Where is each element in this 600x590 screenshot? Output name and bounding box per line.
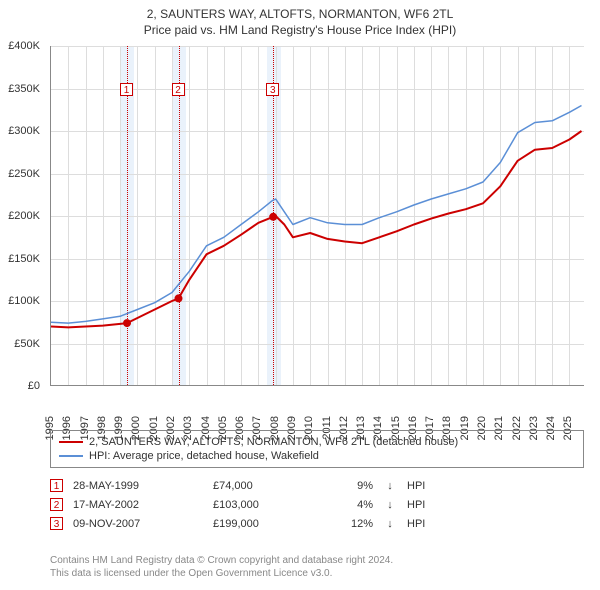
- y-tick-label: £0: [28, 380, 40, 392]
- y-tick-label: £250K: [8, 168, 40, 180]
- transaction-price: £74,000: [213, 480, 313, 492]
- transaction-suffix: HPI: [407, 499, 425, 511]
- series-marker-property: [175, 294, 183, 302]
- event-marker-box: 2: [172, 83, 185, 96]
- x-axis-labels: 1995199619971998199920002001200220032004…: [50, 388, 584, 416]
- down-arrow-icon: ↓: [383, 518, 397, 530]
- transaction-row: 2 17-MAY-2002 £103,000 4% ↓ HPI: [50, 495, 584, 514]
- down-arrow-icon: ↓: [383, 480, 397, 492]
- transaction-price: £199,000: [213, 518, 313, 530]
- transaction-suffix: HPI: [407, 480, 425, 492]
- plot-region: 1 2 3: [50, 46, 584, 386]
- transaction-index-box: 3: [50, 517, 63, 530]
- event-marker-box: 1: [120, 83, 133, 96]
- transaction-price: £103,000: [213, 499, 313, 511]
- title-block: 2, SAUNTERS WAY, ALTOFTS, NORMANTON, WF6…: [0, 0, 600, 38]
- transaction-pct: 9%: [323, 480, 373, 492]
- transaction-suffix: HPI: [407, 518, 425, 530]
- legend-swatch: [59, 441, 83, 443]
- chart-container: 2, SAUNTERS WAY, ALTOFTS, NORMANTON, WF6…: [0, 0, 600, 590]
- y-tick-label: £150K: [8, 253, 40, 265]
- footer: Contains HM Land Registry data © Crown c…: [50, 554, 584, 580]
- transaction-date: 09-NOV-2007: [73, 518, 203, 530]
- series-line-hpi: [51, 106, 582, 324]
- y-tick-label: £400K: [8, 40, 40, 52]
- transaction-date: 17-MAY-2002: [73, 499, 203, 511]
- series-marker-property: [123, 319, 131, 327]
- transaction-pct: 4%: [323, 499, 373, 511]
- y-tick-label: £100K: [8, 295, 40, 307]
- y-tick-label: £50K: [14, 338, 40, 350]
- transaction-pct: 12%: [323, 518, 373, 530]
- title-line-1: 2, SAUNTERS WAY, ALTOFTS, NORMANTON, WF6…: [0, 6, 600, 22]
- chart-area: 1 2 3: [50, 46, 584, 416]
- transaction-row: 1 28-MAY-1999 £74,000 9% ↓ HPI: [50, 476, 584, 495]
- series-marker-property: [269, 213, 277, 221]
- y-tick-label: £200K: [8, 210, 40, 222]
- transaction-index-box: 2: [50, 498, 63, 511]
- y-tick-label: £300K: [8, 125, 40, 137]
- legend-item: 2, SAUNTERS WAY, ALTOFTS, NORMANTON, WF6…: [59, 435, 575, 449]
- title-line-2: Price paid vs. HM Land Registry's House …: [0, 22, 600, 38]
- transaction-index-box: 1: [50, 479, 63, 492]
- transactions-table: 1 28-MAY-1999 £74,000 9% ↓ HPI 2 17-MAY-2002 £10…: [50, 476, 584, 533]
- transaction-row: 3 09-NOV-2007 £199,000 12% ↓ HPI: [50, 514, 584, 533]
- event-marker-box: 3: [266, 83, 279, 96]
- y-axis-labels: £0£50K£100K£150K£200K£250K£300K£350K£400…: [0, 46, 46, 386]
- legend-item: HPI: Average price, detached house, Wake…: [59, 449, 575, 463]
- transaction-date: 28-MAY-1999: [73, 480, 203, 492]
- legend-swatch: [59, 455, 83, 457]
- y-tick-label: £350K: [8, 83, 40, 95]
- line-series-svg: [51, 46, 585, 386]
- legend-label: HPI: Average price, detached house, Wake…: [89, 450, 319, 462]
- legend-label: 2, SAUNTERS WAY, ALTOFTS, NORMANTON, WF6…: [89, 436, 458, 448]
- footer-line-1: Contains HM Land Registry data © Crown c…: [50, 554, 584, 567]
- footer-line-2: This data is licensed under the Open Gov…: [50, 567, 584, 580]
- down-arrow-icon: ↓: [383, 499, 397, 511]
- legend: 2, SAUNTERS WAY, ALTOFTS, NORMANTON, WF6…: [50, 430, 584, 468]
